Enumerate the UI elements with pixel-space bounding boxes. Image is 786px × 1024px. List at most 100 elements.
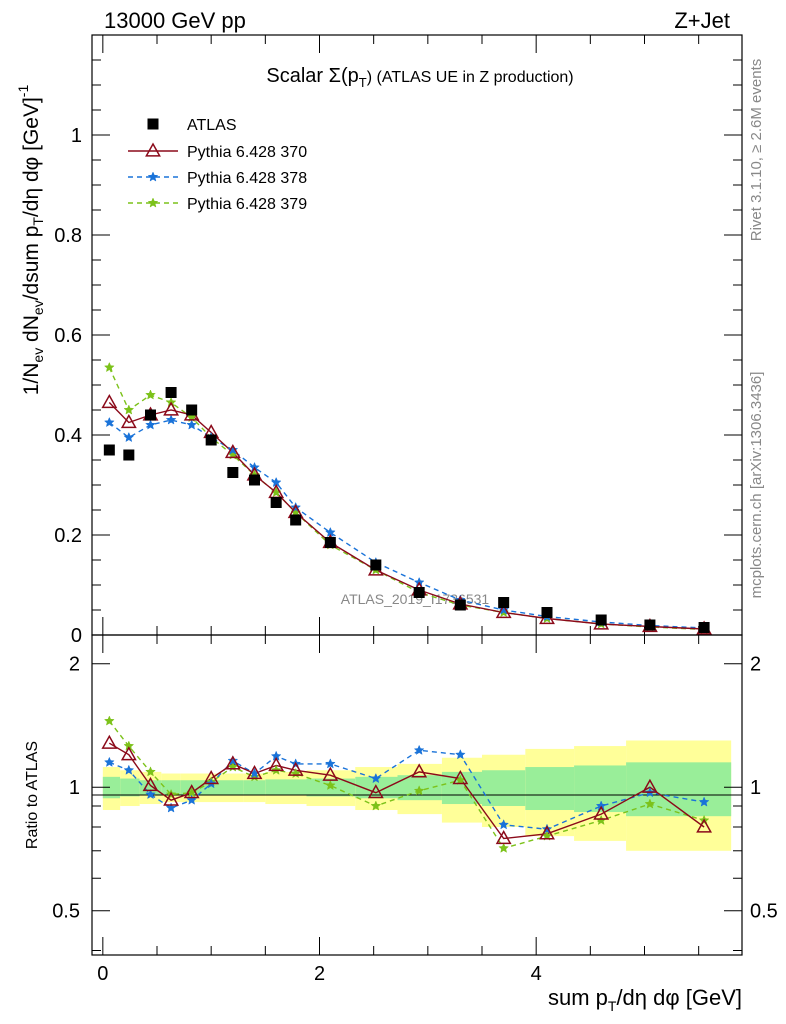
main-point-atlas bbox=[103, 444, 115, 456]
ratio-point-pythia-370 bbox=[452, 770, 469, 785]
ratio-point-pythia-378 bbox=[103, 756, 115, 767]
ratio-point-pythia-378 bbox=[186, 794, 198, 805]
ratio-y-axis-label: Ratio to ATLAS bbox=[24, 741, 41, 849]
main-point-atlas bbox=[498, 597, 510, 608]
ratio-point-pythia-370 bbox=[120, 746, 137, 761]
main-point-pythia-378 bbox=[123, 431, 135, 443]
mcplots-reference-text: mcplots.cern.ch [arXiv:1306.3436] bbox=[748, 372, 765, 599]
main-point-pythia-378 bbox=[498, 604, 510, 615]
ratio-point-pythia-379 bbox=[370, 800, 382, 811]
main-y-tick-label: 0.8 bbox=[54, 225, 82, 247]
ratio-band-green bbox=[482, 770, 526, 807]
ratio-series bbox=[101, 715, 713, 853]
ratio-point-pythia-370 bbox=[142, 776, 159, 792]
main-point-atlas bbox=[249, 474, 260, 486]
rivet-version-text: Rivet 3.1.10, ≥ 2.6M events bbox=[748, 59, 765, 242]
main-point-pythia-378 bbox=[227, 444, 239, 455]
ratio-point-pythia-378 bbox=[145, 788, 156, 800]
legend-marker-star bbox=[147, 197, 159, 208]
main-point-pythia-370 bbox=[495, 603, 512, 619]
ratio-band-green bbox=[626, 762, 732, 817]
ratio-point-pythia-378 bbox=[123, 764, 135, 775]
legend-marker-star bbox=[147, 171, 159, 182]
main-point-atlas bbox=[290, 514, 302, 526]
ratio-y-tick-label-right: 2 bbox=[750, 654, 761, 676]
ratio-point-pythia-378 bbox=[698, 796, 710, 807]
ratio-point-pythia-370 bbox=[411, 763, 428, 778]
main-point-pythia-370 bbox=[120, 413, 137, 429]
ratio-point-pythia-370 bbox=[367, 784, 384, 799]
ratio-panel-frame bbox=[91, 634, 743, 956]
ratio-point-pythia-379 bbox=[145, 766, 156, 777]
main-y-tick-label: 0 bbox=[71, 625, 82, 647]
main-point-pythia-378 bbox=[103, 416, 115, 428]
ratio-point-pythia-370 bbox=[163, 791, 180, 806]
ratio-point-pythia-378 bbox=[370, 772, 382, 784]
legend: ATLAS Pythia 6.428 370 Pythia 6.428 378 Pyt… bbox=[128, 117, 307, 213]
ratio-point-pythia-370 bbox=[101, 734, 118, 749]
main-point-atlas bbox=[541, 607, 553, 618]
main-series bbox=[101, 361, 713, 635]
header-right: Z+Jet bbox=[674, 8, 730, 33]
ratio-y-tick-label: 1 bbox=[69, 777, 80, 799]
ratio-point-pythia-370 bbox=[539, 825, 555, 840]
ratio-point-pythia-370 bbox=[641, 778, 658, 793]
main-point-pythia-378 bbox=[145, 419, 156, 430]
ratio-band-green bbox=[222, 780, 244, 795]
main-point-atlas bbox=[595, 614, 607, 626]
ratio-point-pythia-379 bbox=[644, 798, 656, 809]
ratio-band-green bbox=[120, 778, 140, 797]
main-y-tick-label: 0.4 bbox=[54, 425, 82, 447]
main-point-pythia-370 bbox=[101, 393, 118, 409]
header-left: 13000 GeV pp bbox=[104, 8, 246, 33]
x-tick-label: 4 bbox=[531, 963, 542, 985]
legend-label: Pythia 6.428 378 bbox=[187, 170, 307, 187]
ratio-point-pythia-370 bbox=[224, 755, 241, 770]
ratio-point-pythia-370 bbox=[246, 764, 263, 780]
chart-title: Scalar Σ(pT) (ATLAS UE in Z production) bbox=[266, 65, 573, 90]
legend-label: ATLAS bbox=[187, 117, 237, 134]
main-point-atlas bbox=[205, 434, 217, 446]
main-y-tick-label: 0.6 bbox=[54, 325, 82, 347]
main-point-atlas bbox=[370, 559, 382, 571]
main-y-axis-label: 1/Nev dNev/dsum pT/dη dφ [GeV]-1 bbox=[15, 85, 46, 396]
ratio-band-green bbox=[243, 780, 266, 795]
ratio-point-pythia-370 bbox=[322, 766, 339, 781]
ratio-y-tick-label-right: 0.5 bbox=[750, 901, 778, 923]
ratio-point-pythia-379 bbox=[324, 779, 336, 791]
main-point-atlas bbox=[186, 404, 198, 416]
ratio-point-pythia-379 bbox=[498, 842, 510, 853]
main-point-atlas bbox=[698, 622, 710, 633]
ratio-point-pythia-370 bbox=[268, 756, 285, 772]
ratio-point-pythia-370 bbox=[696, 818, 713, 833]
ratio-y-tick-label: 0.5 bbox=[52, 901, 80, 923]
legend-marker-atlas bbox=[147, 118, 159, 130]
main-point-pythia-379 bbox=[145, 389, 156, 400]
main-point-pythia-379 bbox=[123, 404, 135, 415]
main-point-pythia-378 bbox=[186, 419, 198, 430]
ratio-point-pythia-378 bbox=[413, 744, 425, 755]
main-point-atlas bbox=[324, 537, 336, 548]
ratio-band-green bbox=[265, 779, 287, 796]
legend-label: Pythia 6.428 370 bbox=[187, 144, 307, 161]
main-point-pythia-370 bbox=[163, 401, 180, 416]
main-point-atlas bbox=[644, 619, 656, 631]
main-point-pythia-378 bbox=[165, 414, 177, 425]
x-tick-label: 2 bbox=[314, 963, 325, 985]
ratio-y-tick-label: 2 bbox=[69, 654, 80, 676]
ratio-point-pythia-379 bbox=[413, 785, 425, 796]
main-point-atlas bbox=[165, 387, 177, 398]
ratio-point-pythia-378 bbox=[324, 758, 336, 769]
main-point-atlas bbox=[413, 587, 425, 598]
ratio-point-pythia-370 bbox=[495, 829, 512, 845]
x-tick-label: 0 bbox=[97, 963, 108, 985]
main-point-atlas bbox=[123, 449, 135, 461]
main-point-atlas bbox=[454, 599, 466, 611]
ratio-band-green bbox=[102, 776, 121, 799]
main-point-atlas bbox=[270, 497, 282, 508]
ratio-panel: 0.5 0.5 1 1 2 2 0 2 4 Ratio to ATLAS bbox=[24, 634, 778, 985]
ratio-tick-labels: 0.5 0.5 1 1 2 2 0 2 4 bbox=[52, 654, 778, 985]
ratio-point-pythia-378 bbox=[165, 802, 177, 813]
ratio-band-green bbox=[161, 780, 181, 795]
